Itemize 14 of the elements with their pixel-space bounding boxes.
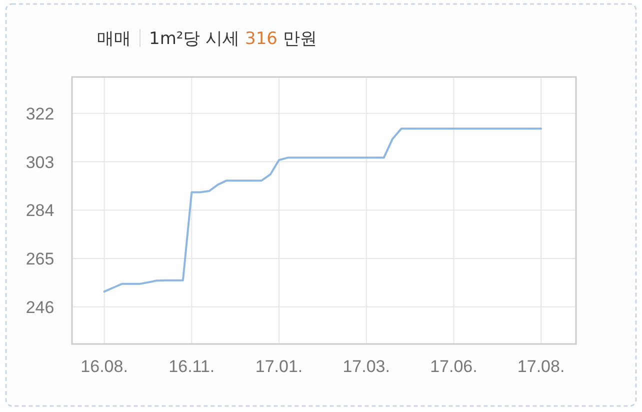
x-tick-label: 16.11.: [168, 357, 215, 376]
y-tick-label: 303: [26, 152, 54, 172]
x-tick-label: 17.01.: [255, 357, 303, 376]
y-tick-label: 246: [26, 298, 54, 317]
chart-title: 매매: [97, 29, 131, 49]
y-tick-label: 265: [26, 249, 54, 268]
y-tick-label: 284: [26, 201, 54, 220]
y-tick-label: 322: [26, 104, 54, 124]
x-tick-label: 17.08.: [517, 357, 565, 376]
x-tick-label: 17.06.: [430, 357, 478, 376]
x-tick-label: 16.08.: [80, 357, 128, 376]
chart-subtitle: 1m²당 시세 316 만원: [149, 29, 317, 49]
x-tick-label: 17.03.: [342, 357, 390, 376]
line-series: [103, 128, 542, 293]
